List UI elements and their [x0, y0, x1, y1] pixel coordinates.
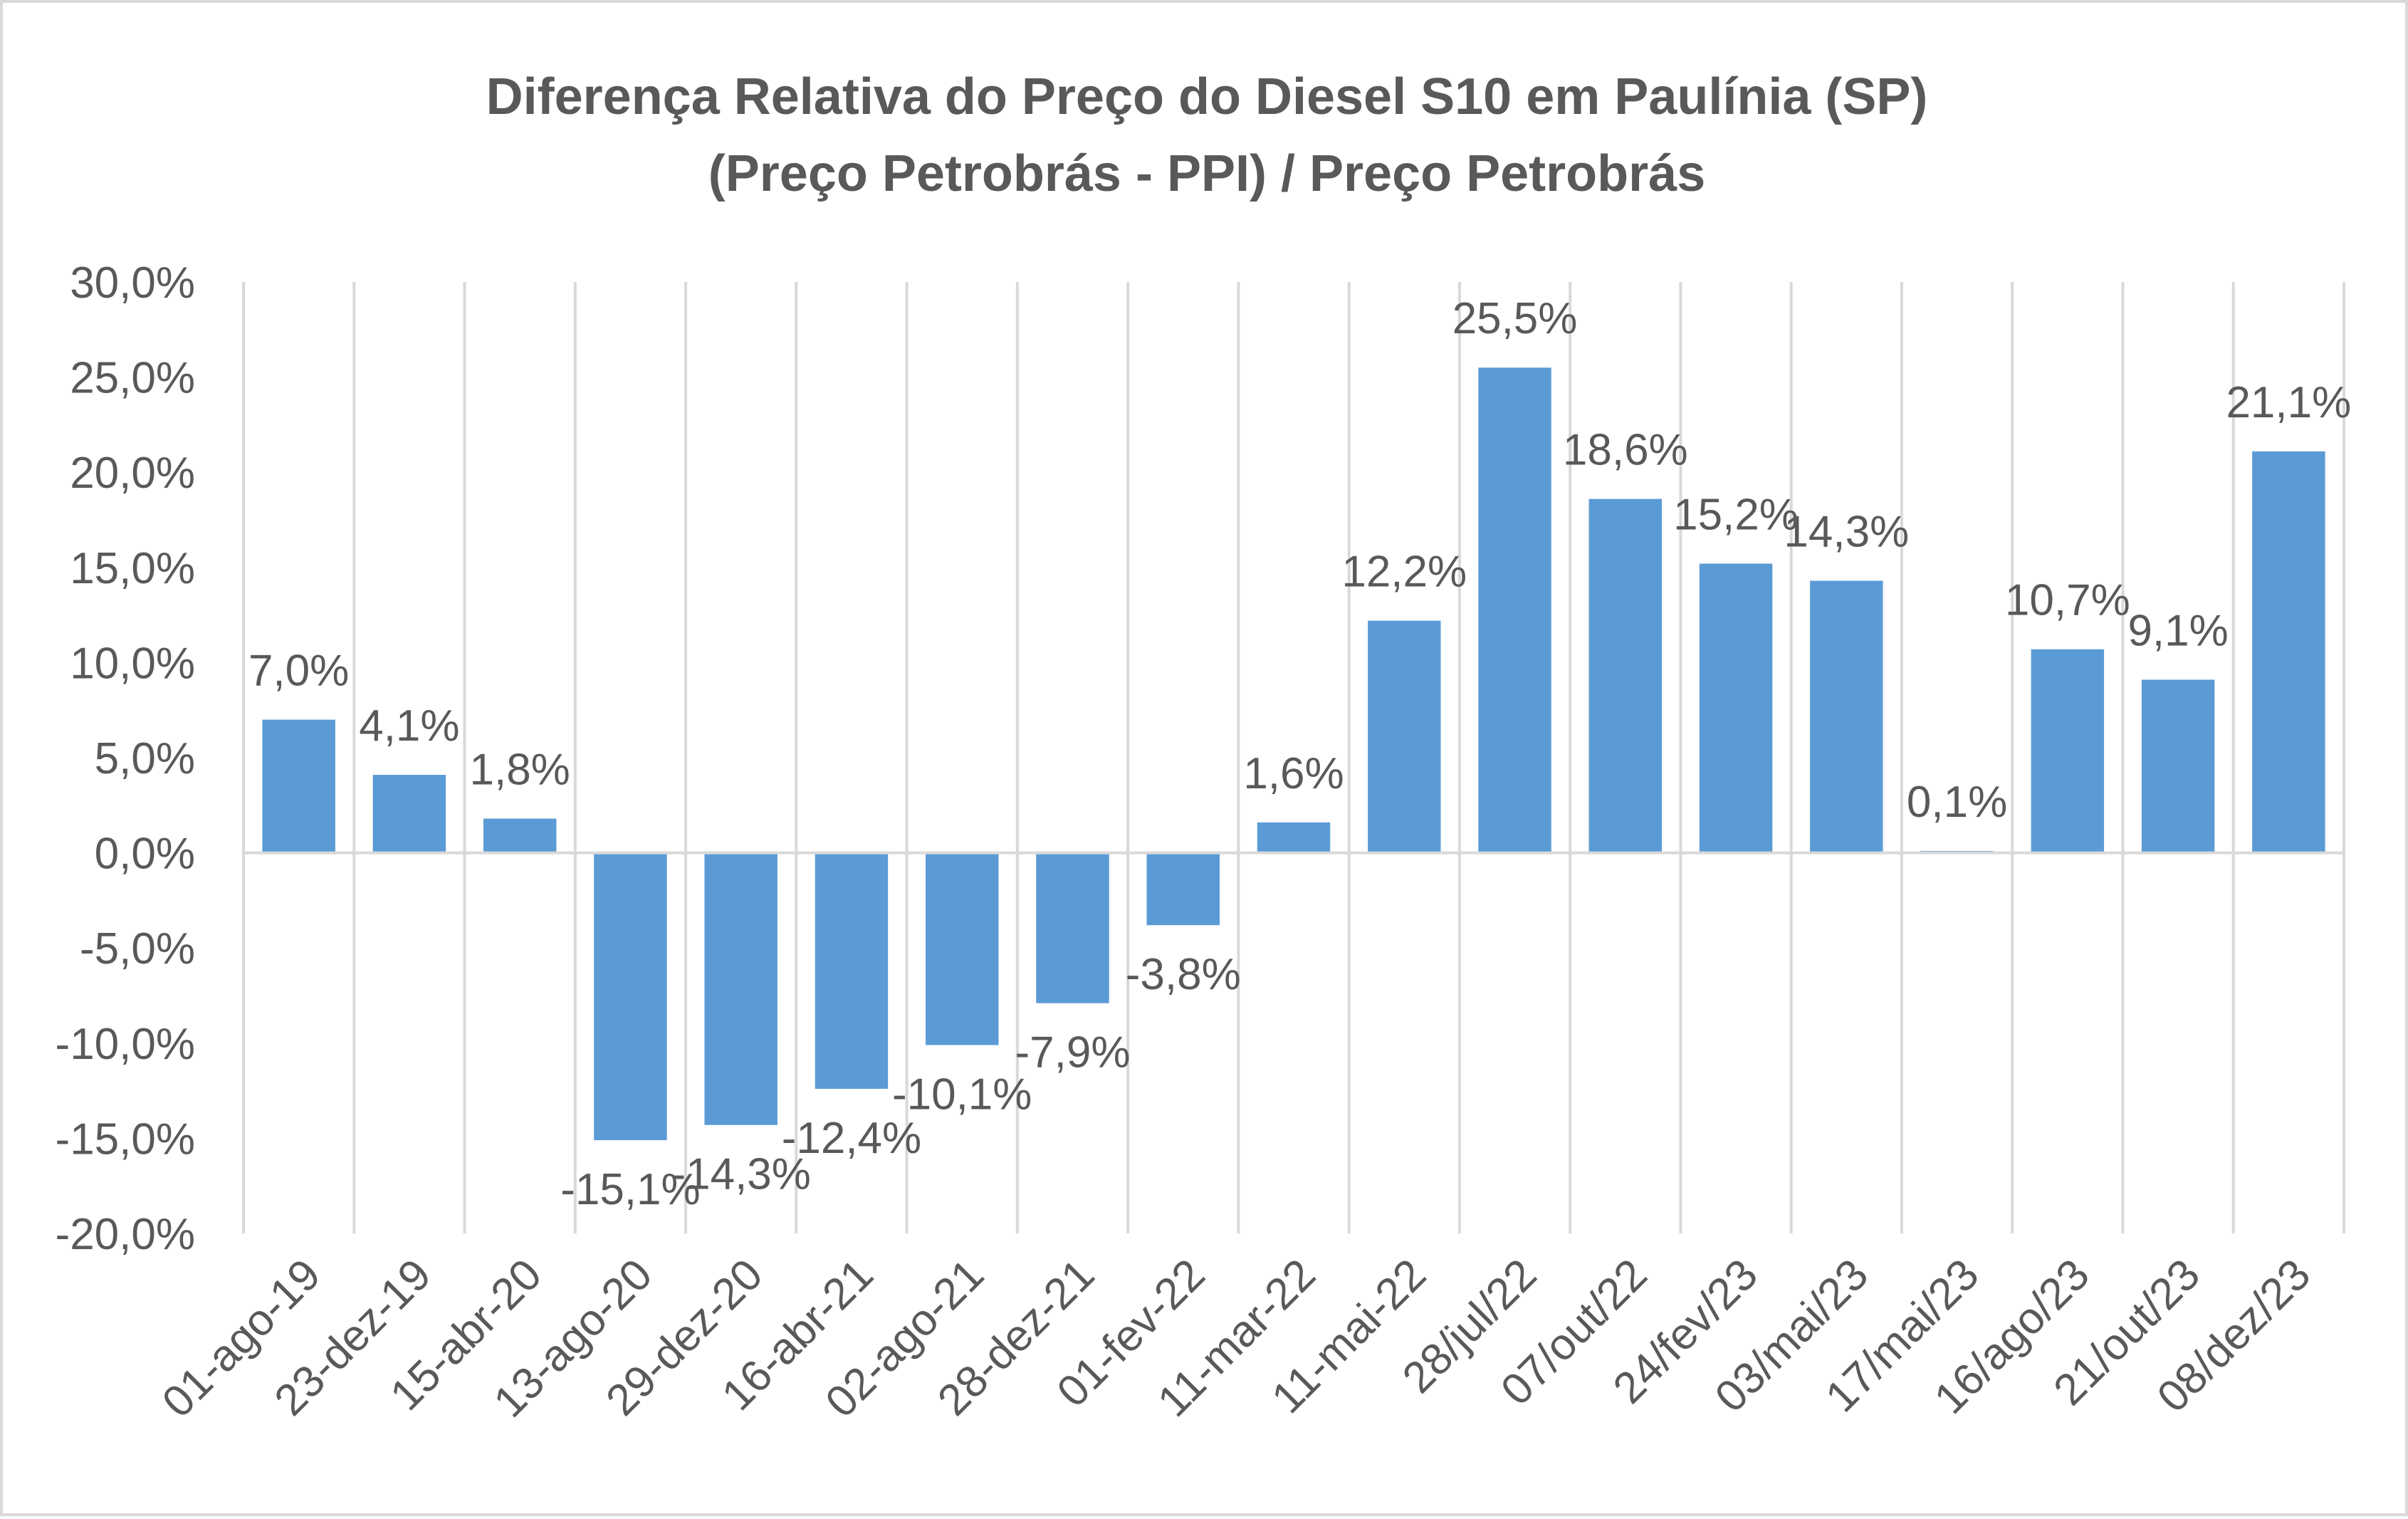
y-tick-label: 25,0%: [70, 354, 195, 403]
y-tick-label: -20,0%: [56, 1210, 195, 1259]
y-tick-label: 5,0%: [95, 734, 195, 783]
bar: [1478, 367, 1551, 853]
bar: [1810, 580, 1883, 853]
data-label: 1,6%: [1243, 749, 1344, 798]
data-labels: 7,0%4,1%1,8% -15,1%-14,3%-12,4%-10,1%-7,9…: [248, 294, 2351, 1214]
y-tick-label: -5,0%: [80, 924, 195, 973]
gridlines: [242, 282, 2345, 1233]
data-label: -7,9%: [1015, 1028, 1130, 1077]
bar: [1588, 498, 1663, 853]
data-label: -12,4%: [782, 1114, 921, 1163]
data-label: -10,1%: [892, 1070, 1032, 1119]
y-tick-labels: 30,0% 25,0% 20,0% 15,0% 10,0% 5,0% 0,0% -5,0% -1…: [56, 259, 195, 1259]
y-tick-label: -15,0%: [56, 1115, 195, 1164]
bar: [704, 852, 778, 1125]
bar: [1257, 822, 1331, 853]
bars: [262, 367, 2325, 1141]
data-label: 4,1%: [359, 701, 459, 751]
chart-title: Diferença Relativa do Preço do Diesel S1…: [486, 68, 1928, 125]
y-tick-label: 0,0%: [95, 830, 195, 879]
bar: [2252, 451, 2325, 853]
bar: [1368, 620, 1441, 853]
y-tick-label: 10,0%: [70, 639, 195, 688]
bar: [925, 852, 999, 1045]
data-label: 1,8%: [469, 746, 570, 795]
x-tick-labels: 01-ago-1923-dez-1915-abr-2013-ago-2029-d…: [153, 1250, 2320, 1427]
data-label: 14,3%: [1784, 508, 1909, 557]
data-label: 7,0%: [248, 647, 349, 696]
data-label: 15,2%: [1673, 490, 1799, 539]
data-label: 25,5%: [1452, 294, 1578, 343]
y-tick-label: 15,0%: [70, 544, 195, 593]
data-label: 18,6%: [1563, 426, 1688, 475]
bar: [594, 852, 667, 1141]
chart-title-block: Diferença Relativa do Preço do Diesel S1…: [3, 58, 2408, 212]
y-tick-label: 20,0%: [70, 449, 195, 498]
data-label: -14,3%: [671, 1150, 810, 1199]
data-label: 12,2%: [1341, 548, 1467, 597]
bar: [1699, 563, 1773, 853]
data-label: 21,1%: [2226, 378, 2351, 427]
bar: [2141, 679, 2215, 853]
data-label: -15,1%: [560, 1165, 700, 1214]
data-label: -3,8%: [1126, 950, 1241, 999]
chart-subtitle: (Preço Petrobrás - PPI) / Preço Petrobrá…: [708, 145, 1706, 202]
bar: [1036, 852, 1109, 1003]
data-label: 0,1%: [1907, 778, 2007, 827]
bar: [1146, 852, 1220, 926]
bar: [483, 818, 557, 853]
bar: [372, 775, 446, 853]
bar: [815, 852, 889, 1089]
bar-chart-plot: 30,0% 25,0% 20,0% 15,0% 10,0% 5,0% 0,0% -5,0% -1…: [56, 259, 2352, 1427]
data-label: 9,1%: [2127, 606, 2228, 655]
data-label: 10,7%: [2005, 576, 2130, 625]
y-tick-label: -10,0%: [56, 1020, 195, 1069]
bar: [2031, 649, 2105, 853]
y-tick-label: 30,0%: [70, 259, 195, 308]
bar: [262, 719, 335, 853]
